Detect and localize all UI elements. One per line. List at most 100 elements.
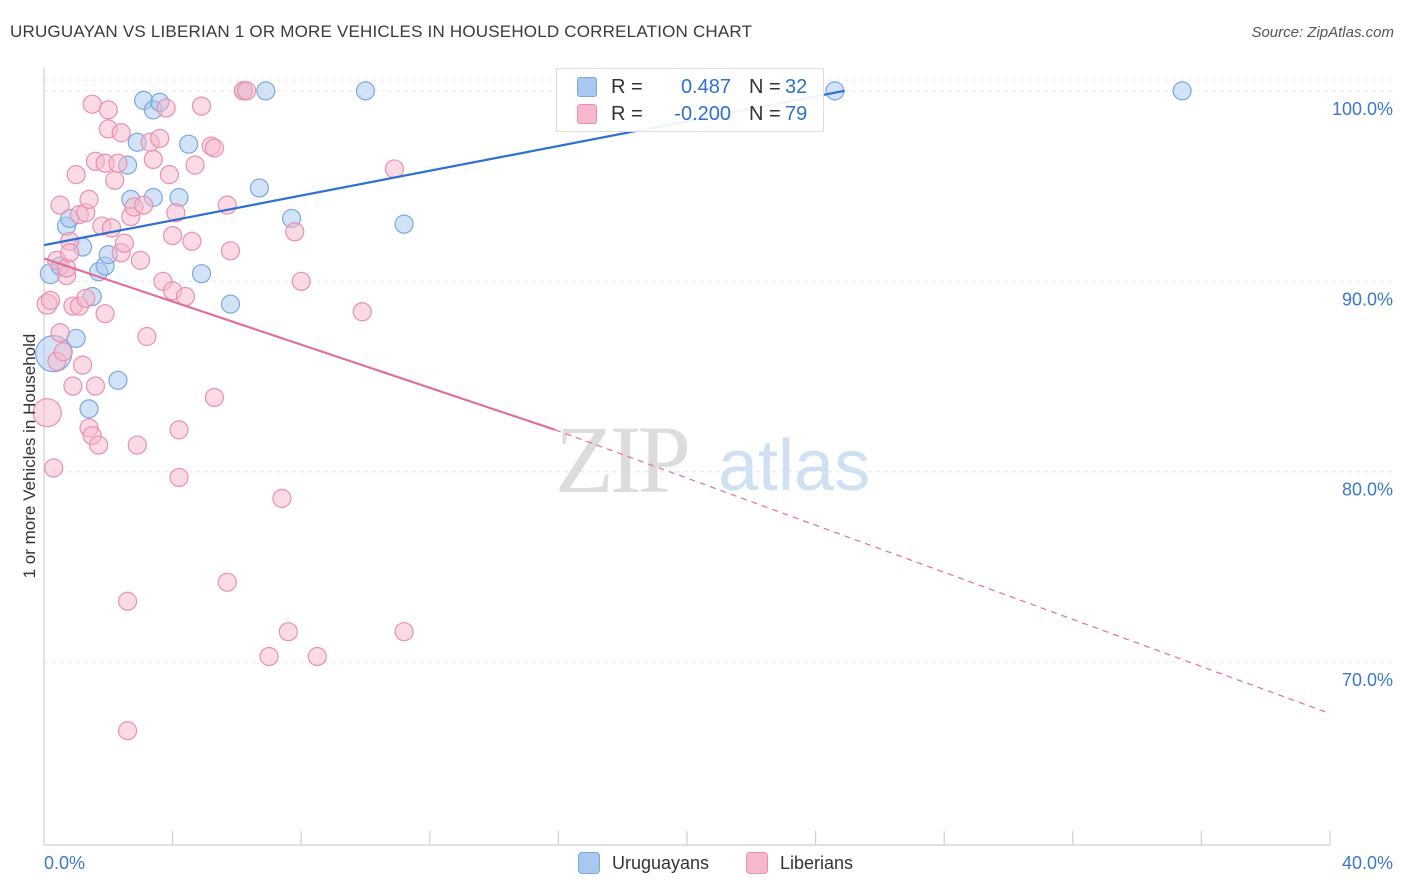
legend-row-liberians: R = -0.200 N = 79 [577, 101, 807, 127]
trend-extension-liberians [554, 429, 1331, 715]
series-legend: Uruguayans Liberians [0, 852, 1406, 876]
point-liberians [89, 435, 109, 455]
data-points [32, 81, 1192, 741]
point-liberians [163, 225, 183, 246]
point-liberians [72, 355, 93, 375]
point-liberians [204, 138, 224, 158]
point-liberians [182, 231, 202, 251]
point-liberians [394, 622, 414, 642]
point-liberians [150, 128, 170, 149]
y-tick-label: 80.0% [1342, 480, 1393, 500]
point-liberians [134, 195, 154, 215]
point-liberians [98, 100, 118, 120]
point-liberians [76, 288, 96, 309]
point-liberians [352, 302, 372, 322]
watermark-atlas: atlas [718, 426, 870, 506]
point-liberians [166, 203, 186, 223]
point-liberians [285, 222, 305, 242]
x-tick-label-max: 40.0% [1342, 853, 1393, 873]
point-liberians [117, 721, 138, 741]
point-uruguayans [355, 81, 376, 101]
legend-row-uruguayans: R = 0.487 N = 32 [577, 74, 807, 100]
point-liberians [259, 646, 279, 667]
stats-legend: R = 0.487 N = 32 R = -0.200 N = 79 [556, 68, 824, 132]
point-uruguayans [1172, 81, 1192, 101]
legend-swatch-uruguayans [577, 77, 597, 97]
point-liberians [143, 149, 163, 170]
point-uruguayans [79, 399, 99, 419]
legend-swatch-liberians [577, 104, 597, 124]
point-liberians [50, 195, 70, 215]
point-liberians [105, 170, 125, 190]
legend-n-label: N = [749, 102, 781, 125]
point-liberians [53, 342, 73, 362]
legend-item-uruguayans[interactable]: Uruguayans [578, 852, 709, 874]
legend-swatch-uruguayans [578, 852, 600, 874]
legend-r-label: R = [611, 102, 643, 125]
point-liberians [108, 153, 128, 173]
watermark: ZIP atlas [555, 406, 870, 513]
trend-lines [43, 89, 1331, 715]
point-liberians [50, 323, 70, 343]
point-liberians [220, 241, 241, 261]
point-uruguayans [108, 370, 128, 390]
point-liberians [159, 165, 179, 185]
legend-r-value: 0.487 [680, 75, 731, 98]
legend-r-value: -0.200 [674, 102, 731, 125]
y-tick-label: 100.0% [1332, 99, 1393, 119]
point-liberians [191, 96, 212, 116]
point-liberians [185, 155, 205, 175]
legend-n-value: 32 [785, 75, 808, 98]
point-liberians [217, 572, 237, 592]
chart-source: Source: ZipAtlas.com [1251, 24, 1394, 41]
point-liberians [169, 420, 189, 440]
y-tick-label: 90.0% [1342, 289, 1393, 309]
legend-item-liberians[interactable]: Liberians [746, 852, 853, 874]
legend-r-label: R = [611, 75, 643, 98]
y-tick-labels: 100.0% 90.0% 80.0% 70.0% [1332, 99, 1393, 690]
point-liberians [95, 304, 115, 324]
point-liberians [85, 376, 106, 396]
trend-line-liberians [43, 257, 556, 431]
point-liberians [82, 94, 102, 114]
chart-title: URUGUAYAN VS LIBERIAN 1 OR MORE VEHICLES… [10, 22, 753, 41]
point-liberians [117, 591, 138, 611]
x-tick-label-min: 0.0% [44, 853, 85, 873]
point-liberians [236, 81, 257, 101]
point-liberians [66, 165, 86, 185]
point-uruguayans [66, 328, 86, 349]
y-tick-label: 70.0% [1342, 670, 1393, 690]
x-ticks [172, 831, 1331, 845]
point-uruguayans [256, 81, 276, 101]
point-liberians [111, 123, 131, 143]
point-liberians [130, 250, 151, 270]
point-liberians [44, 458, 64, 478]
point-liberians [127, 435, 147, 455]
point-uruguayans [220, 294, 241, 314]
point-liberians [307, 646, 327, 667]
axes [43, 68, 1330, 846]
point-uruguayans [394, 214, 414, 234]
point-liberians [169, 467, 189, 488]
gridlines [44, 79, 1393, 663]
point-liberians [114, 233, 134, 253]
point-liberians [40, 290, 61, 310]
point-liberians [156, 98, 176, 118]
legend-label-liberians: Liberians [780, 852, 854, 873]
legend-n-label: N = [749, 75, 781, 98]
point-liberians [278, 622, 298, 642]
point-liberians [32, 398, 62, 428]
point-liberians [63, 376, 83, 396]
watermark-zip: ZIP [555, 406, 688, 513]
legend-swatch-liberians [746, 852, 768, 874]
point-uruguayans [191, 264, 212, 284]
legend-label-uruguayans: Uruguayans [612, 852, 710, 873]
point-uruguayans [249, 178, 270, 198]
point-liberians [291, 271, 311, 291]
point-liberians [79, 189, 99, 210]
point-liberians [384, 159, 405, 179]
y-axis-label: 1 or more Vehicles in Household [20, 334, 39, 579]
point-liberians [272, 488, 292, 508]
legend-n-value: 79 [785, 102, 808, 125]
